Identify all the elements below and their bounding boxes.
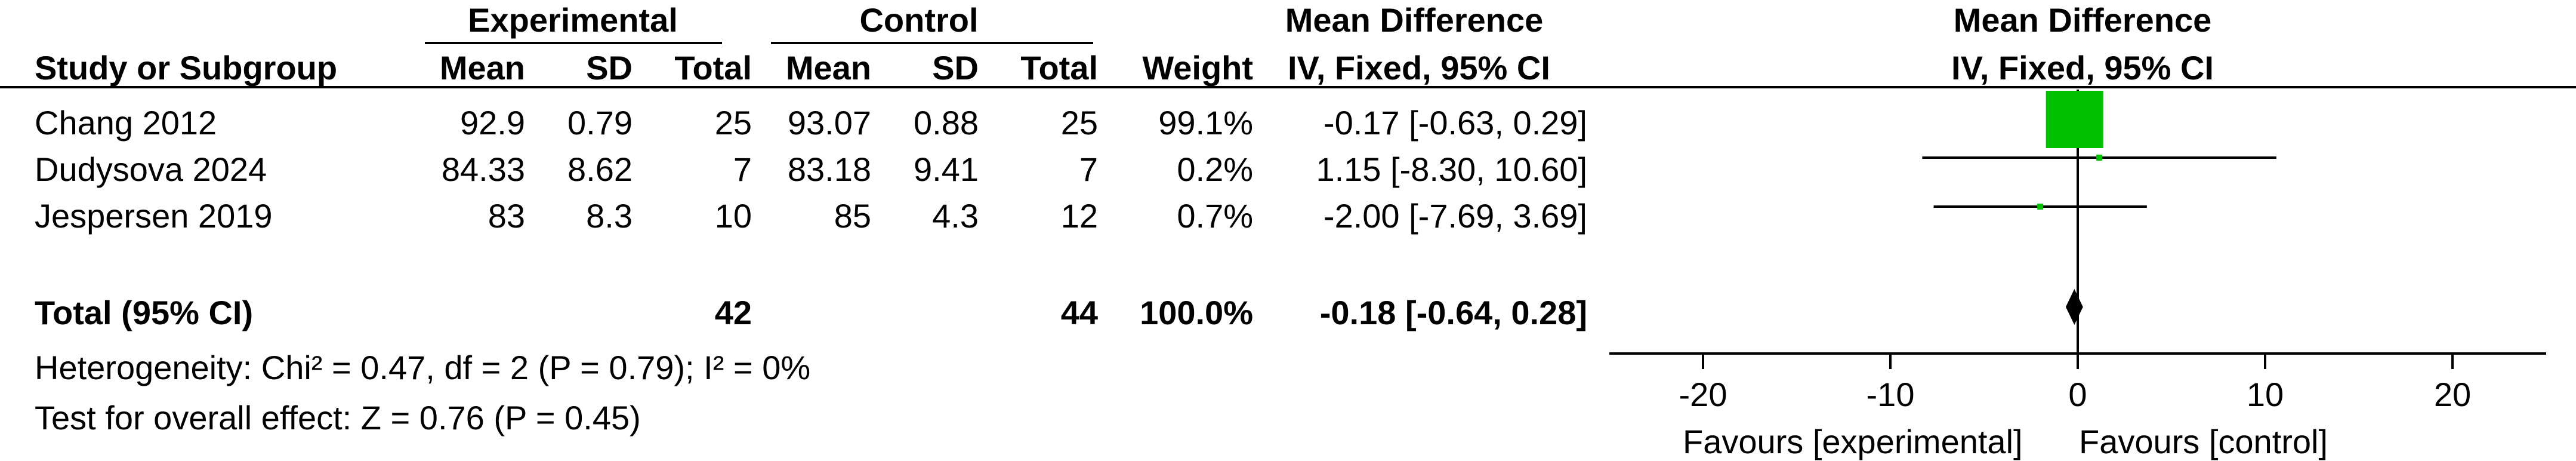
- weight: 0.7%: [1177, 197, 1253, 235]
- col-exp-total: Total: [674, 49, 752, 87]
- ctl-mean: 93.07: [787, 104, 871, 142]
- exp-total: 10: [714, 197, 752, 235]
- ctl-sd: 4.3: [932, 197, 979, 235]
- x-tick-label: 20: [2434, 376, 2471, 413]
- col-exp-sd: SD: [586, 49, 633, 87]
- x-tick-label: 0: [2068, 376, 2087, 413]
- favours-control: Favours [control]: [2079, 423, 2328, 460]
- study-name: Chang 2012: [35, 104, 217, 142]
- exp-sd: 8.62: [567, 150, 633, 188]
- col-ctl-mean: Mean: [785, 49, 871, 87]
- total-ctl: 44: [1060, 294, 1098, 331]
- mean-difference-ci: 1.15 [-8.30, 10.60]: [1316, 150, 1587, 188]
- study-name: Jespersen 2019: [35, 197, 273, 235]
- header-mean-difference-plot: Mean Difference: [1953, 1, 2212, 39]
- mean-difference-ci: -2.00 [-7.69, 3.69]: [1323, 197, 1587, 235]
- col-md-table: IV, Fixed, 95% CI: [1288, 49, 1550, 87]
- total-md: -0.18 [-0.64, 0.28]: [1319, 294, 1587, 331]
- pooled-diamond: [2065, 289, 2083, 325]
- exp-total: 25: [714, 104, 752, 142]
- weight: 99.1%: [1158, 104, 1253, 142]
- total-weight: 100.0%: [1140, 294, 1253, 331]
- study-marker: [2046, 91, 2103, 148]
- col-exp-mean: Mean: [439, 49, 525, 87]
- exp-sd: 8.3: [586, 197, 633, 235]
- header-mean-difference-table: Mean Difference: [1285, 1, 1544, 39]
- ctl-sd: 9.41: [914, 150, 979, 188]
- exp-mean: 92.9: [460, 104, 525, 142]
- ctl-total: 12: [1060, 197, 1098, 235]
- total-label: Total (95% CI): [35, 294, 254, 331]
- x-tick-label: 10: [2247, 376, 2284, 413]
- x-tick-label: -20: [1679, 376, 1727, 413]
- exp-total: 7: [733, 150, 752, 188]
- favours-experimental: Favours [experimental]: [1683, 423, 2023, 460]
- x-tick-label: -10: [1867, 376, 1915, 413]
- col-ctl-total: Total: [1020, 49, 1098, 87]
- col-study: Study or Subgroup: [35, 49, 338, 87]
- header-control: Control: [859, 1, 979, 39]
- header-experimental: Experimental: [468, 1, 678, 39]
- underline-control: [771, 42, 1093, 44]
- exp-mean: 83: [488, 197, 525, 235]
- total-exp: 42: [714, 294, 752, 331]
- ctl-mean: 85: [834, 197, 871, 235]
- col-ctl-sd: SD: [932, 49, 979, 87]
- header-rule: [0, 86, 2576, 88]
- ctl-sd: 0.88: [914, 104, 979, 142]
- mean-difference-ci: -0.17 [-0.63, 0.29]: [1323, 104, 1587, 142]
- exp-sd: 0.79: [567, 104, 633, 142]
- study-name: Dudysova 2024: [35, 150, 267, 188]
- ctl-mean: 83.18: [787, 150, 871, 188]
- col-weight: Weight: [1142, 49, 1253, 87]
- study-marker: [2037, 204, 2044, 210]
- col-md-plot: IV, Fixed, 95% CI: [1951, 49, 2214, 87]
- overall-effect-text: Test for overall effect: Z = 0.76 (P = 0…: [35, 399, 641, 437]
- ctl-total: 25: [1060, 104, 1098, 142]
- heterogeneity-text: Heterogeneity: Chi² = 0.47, df = 2 (P = …: [35, 349, 811, 386]
- underline-experimental: [425, 42, 722, 44]
- ctl-total: 7: [1079, 150, 1098, 188]
- exp-mean: 84.33: [441, 150, 525, 188]
- study-marker: [2096, 155, 2103, 161]
- weight: 0.2%: [1177, 150, 1253, 188]
